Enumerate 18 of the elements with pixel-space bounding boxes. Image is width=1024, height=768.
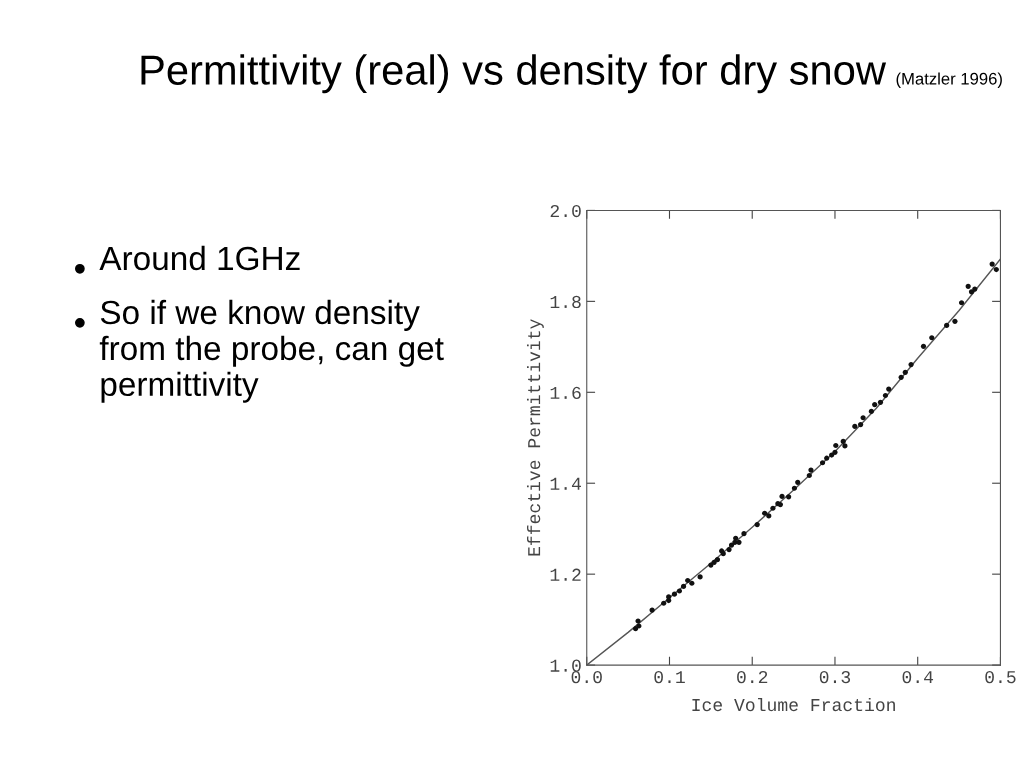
chart-title: Permittivity (real) vs density for dry snow (141, 54, 887, 94)
x-tick-label: 0.0 (571, 670, 602, 684)
y-tick-label: 1.8 (550, 295, 581, 309)
y-tick-label: 1.0 (550, 659, 581, 672)
x-tick-label: 0.2 (737, 670, 768, 684)
x-axis-title: Ice Volume Fraction (692, 697, 895, 712)
x-tick-label: 0.3 (819, 670, 851, 684)
y-axis-title: Effective Permittivity (527, 319, 544, 556)
text: (Matzler 1996) (896, 72, 1002, 88)
x-tick-label: 0.1 (654, 670, 685, 684)
text: So if we know density from the probe, can get permittivity (99, 299, 444, 403)
text: Around 1GHz (99, 245, 300, 271)
y-tick-label: 2.0 (550, 204, 581, 218)
x-tick-label: 0.5 (985, 670, 1016, 684)
x-tick-label: 0.4 (902, 670, 934, 684)
y-tick-label: 1.6 (550, 386, 581, 400)
y-tick-label: 1.2 (550, 568, 581, 581)
y-tick-label: 1.4 (550, 477, 581, 490)
